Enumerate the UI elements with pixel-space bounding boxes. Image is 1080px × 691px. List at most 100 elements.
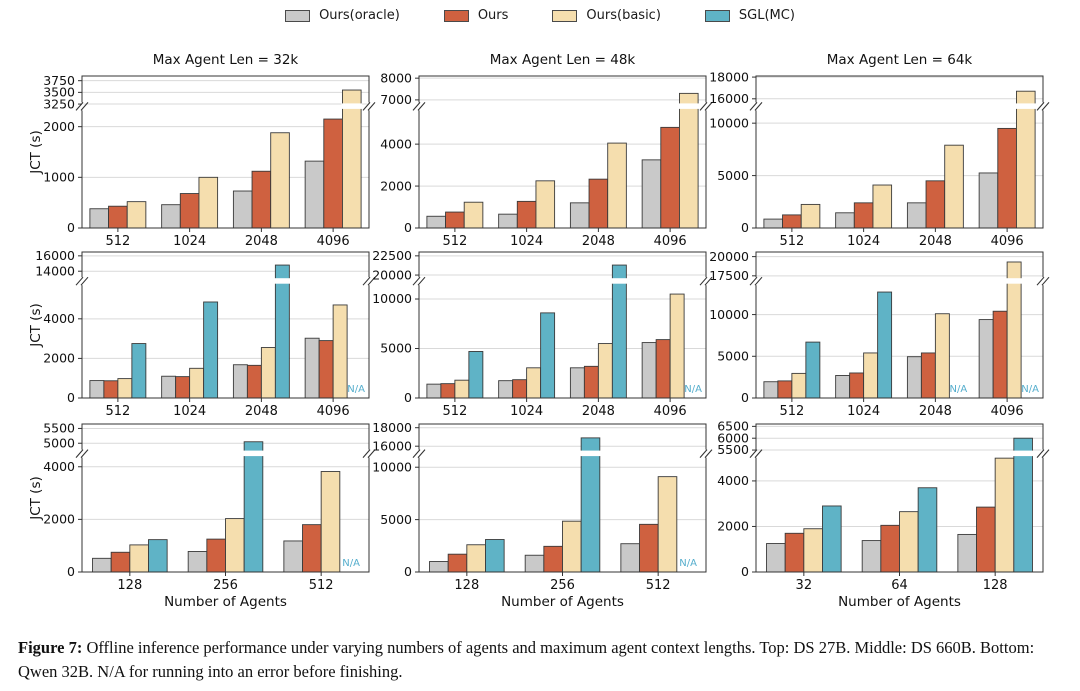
bar-ours-4096	[318, 340, 334, 399]
x-axis-label: Number of Agents	[164, 594, 287, 610]
axis-break-icon	[1041, 276, 1050, 286]
legend-label: Ours	[477, 8, 509, 23]
caption-text: Offline inference performance under vary…	[18, 638, 1035, 682]
axis-break-icon	[75, 276, 84, 286]
bar-ours-128	[976, 506, 996, 573]
x-axis-label: Number of Agents	[501, 594, 624, 610]
bar-ours-512	[103, 380, 119, 399]
subplot-r1c2: N/A N/A 0 5000 10000 17500 20000 512 1024 2048 409…	[709, 249, 1050, 419]
spine-break	[704, 102, 708, 111]
axis-break-icon	[1036, 102, 1045, 111]
bar-ours-basic--2048	[944, 144, 964, 229]
bar-ours-4096	[323, 118, 343, 229]
na-label: N/A	[347, 384, 365, 395]
legend-label: Ours(oracle)	[319, 8, 400, 23]
bar-ours-oracle--512	[426, 383, 442, 399]
bar-ours-basic--512	[657, 476, 678, 573]
bar-sgl-mc--2048	[274, 264, 290, 399]
y-tick-label: 10000	[709, 307, 749, 322]
bar-ours-oracle--512	[426, 215, 446, 229]
bar-ours-512	[108, 205, 128, 229]
x-tick-label: 4096	[317, 404, 350, 419]
bar-ours-512	[440, 383, 456, 399]
y-tick-label: 4000	[43, 459, 75, 474]
y-tick-label: 16000	[372, 438, 412, 453]
axis-break-icon	[1036, 276, 1045, 286]
bar-ours-128	[447, 553, 468, 573]
x-tick-label: 512	[442, 234, 467, 249]
bar-ours-oracle--4096	[641, 159, 662, 229]
y-tick-label: 14000	[35, 263, 75, 278]
na-label: N/A	[684, 384, 702, 395]
na-label: N/A	[950, 384, 968, 395]
bar-ours-basic--1024	[198, 176, 219, 229]
x-tick-label: 1024	[173, 234, 206, 249]
bar-ours-oracle--2048	[906, 356, 922, 399]
y-tick-label: 5000	[43, 435, 75, 450]
x-tick-label: 4096	[991, 404, 1024, 419]
axis-break-icon	[699, 276, 708, 286]
legend-swatch-icon	[704, 9, 730, 22]
y-tick-label: 5000	[717, 348, 749, 363]
x-tick-label: 2048	[919, 234, 952, 249]
y-tick-label: 4000	[380, 136, 412, 151]
y-tick-label: 10000	[709, 115, 749, 130]
axis-break-gap	[274, 278, 291, 284]
spine-break	[417, 277, 421, 286]
bar-ours-oracle--4096	[641, 342, 657, 399]
y-axis-label: JCT (s)	[28, 303, 44, 348]
y-tick-label: 0	[67, 564, 75, 579]
subplot-title: Max Agent Len = 64k	[827, 52, 973, 68]
bar-ours-2048	[588, 178, 609, 229]
bar-ours-oracle--256	[187, 551, 208, 573]
legend-item-2: Ours(basic)	[552, 8, 661, 23]
bar-ours-basic--512	[117, 378, 133, 399]
x-tick-label: 128	[454, 578, 479, 593]
y-tick-label: 5000	[717, 168, 749, 183]
bar-ours-basic--512	[800, 203, 821, 229]
bar-ours-oracle--512	[620, 543, 640, 573]
bar-ours-1024	[175, 376, 191, 399]
bar-ours-basic--128	[994, 457, 1015, 573]
na-label: N/A	[1021, 384, 1039, 395]
bar-sgl-mc--256	[580, 437, 601, 573]
bar-sgl-mc--1024	[877, 291, 893, 399]
bar-ours-2048	[925, 180, 946, 229]
bar-ours-basic--128	[129, 544, 149, 573]
spine-break	[704, 449, 708, 458]
bar-sgl-mc--128	[485, 539, 505, 573]
bar-ours-1024	[512, 379, 528, 399]
axis-break-gap	[341, 103, 363, 109]
bar-ours-oracle--512	[89, 208, 109, 229]
bar-ours-2048	[251, 170, 272, 229]
axis-break-icon	[367, 449, 376, 458]
y-tick-label: 3500	[43, 85, 75, 100]
spine-break	[754, 277, 758, 286]
legend-label: SGL(MC)	[738, 8, 795, 23]
y-tick-label: 0	[741, 564, 749, 579]
x-tick-label: 512	[309, 578, 334, 593]
subplot-title: Max Agent Len = 48k	[490, 52, 636, 68]
bar-ours-512	[445, 211, 465, 229]
bar-ours-basic--128	[466, 544, 486, 573]
axis-break-icon	[754, 102, 763, 111]
axis-break-gap	[580, 450, 601, 457]
axis-break-icon	[704, 276, 713, 286]
legend: Ours(oracle) Ours Ours(basic) SGL(MC)	[0, 8, 1080, 23]
x-tick-label: 1024	[847, 404, 880, 419]
bar-ours-oracle--128	[92, 557, 112, 573]
y-tick-label: 22500	[372, 248, 412, 263]
axis-break-gap	[611, 278, 628, 284]
bar-ours-oracle--1024	[161, 204, 181, 229]
bar-ours-oracle--512	[763, 381, 779, 399]
bar-ours-basic--256	[562, 520, 582, 573]
bar-ours-oracle--1024	[835, 375, 851, 399]
bar-ours-oracle--128	[429, 561, 449, 573]
bar-ours-basic--1024	[189, 367, 205, 399]
bar-ours-2048	[246, 364, 262, 399]
spine-break	[80, 102, 84, 111]
x-tick-label: 4096	[654, 234, 687, 249]
